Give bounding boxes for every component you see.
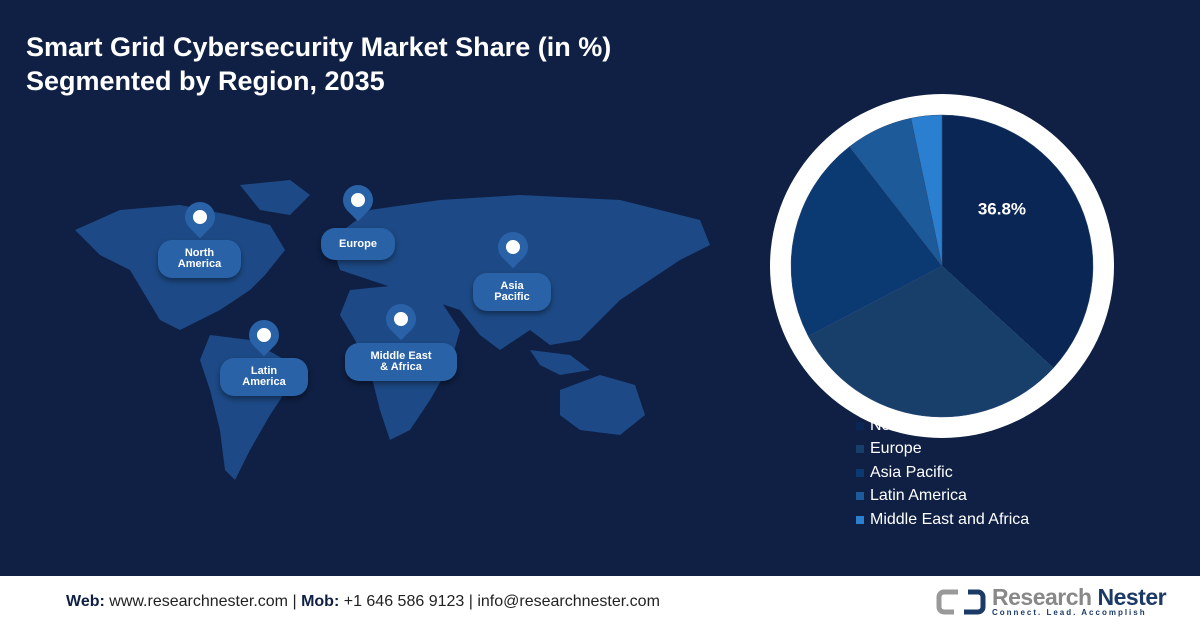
world-map	[75, 180, 710, 480]
legend-item: North America	[856, 414, 1029, 438]
legend-swatch	[856, 468, 864, 477]
footer: Web: www.researchnester.com | Mob: +1 64…	[0, 576, 1200, 628]
legend-label: Europe	[870, 440, 922, 458]
map-label-europe[interactable]: Europe	[321, 228, 395, 260]
legend-item: Europe	[856, 438, 1029, 462]
legend-swatch	[856, 515, 864, 524]
map-label-north-america[interactable]: North America	[158, 240, 241, 278]
pie-slice-asia-pacific	[790, 146, 943, 337]
legend-label: North America	[870, 416, 972, 434]
pie-slice-north-america	[941, 114, 1094, 369]
map-south-america	[200, 335, 290, 480]
legend-item: Middle East and Africa	[856, 508, 1029, 532]
legend-swatch	[856, 492, 864, 501]
phone-number: +1 646 586 9123	[343, 593, 465, 610]
chart-title: Smart Grid Cybersecurity Market Share (i…	[26, 30, 611, 98]
map-label-latin-america[interactable]: Latin America	[220, 358, 308, 396]
pie-slice-middle-east-and-africa	[910, 114, 943, 267]
website-link[interactable]: www.researchnester.com	[109, 593, 288, 610]
research-nester-logo: Research Nester Connect. Lead. Accomplis…	[936, 586, 1167, 617]
legend-item: Latin America	[856, 485, 1029, 509]
pie-chart: 36.8%	[770, 94, 1114, 438]
map-greenland	[240, 180, 310, 215]
map-europe-asia	[330, 195, 710, 350]
legend-label: Asia Pacific	[870, 463, 953, 481]
pie-slice-europe	[807, 265, 1054, 418]
map-southeast-asia	[530, 350, 590, 375]
email-link[interactable]: info@researchnester.com	[477, 593, 660, 610]
title-line-1: Smart Grid Cybersecurity Market Share (i…	[26, 32, 612, 62]
legend-swatch	[856, 421, 864, 430]
legend-label: Middle East and Africa	[870, 510, 1030, 528]
contact-info: Web: www.researchnester.com | Mob: +1 64…	[66, 593, 660, 610]
legend: North America Europe Asia Pacific Latin Ame…	[856, 414, 1029, 532]
legend-swatch	[856, 445, 864, 454]
map-label-asia-pacific[interactable]: Asia Pacific	[473, 273, 551, 311]
logo-icon	[936, 589, 986, 614]
legend-item: Asia Pacific	[856, 461, 1029, 485]
map-australia	[560, 375, 645, 435]
legend-label: Latin America	[870, 487, 967, 505]
map-label-middle-east-africa[interactable]: Middle East & Africa	[345, 343, 457, 381]
title-line-2: Segmented by Region, 2035	[26, 66, 385, 96]
data-label-north-america: 36.8%	[978, 200, 1026, 219]
